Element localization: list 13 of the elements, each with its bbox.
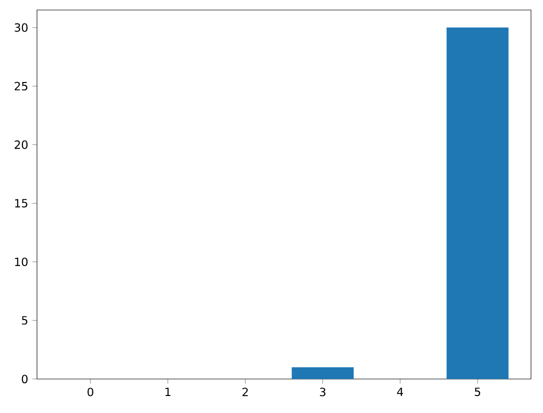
y-tick-label: 0: [22, 374, 28, 384]
y-tick-label: 5: [22, 316, 28, 325]
y-tick-label: 10: [15, 258, 28, 266]
y-tick-label: 15: [15, 199, 28, 208]
x-tick-label: 1: [166, 388, 170, 396]
y-tick-label: 25: [14, 82, 28, 90]
x-tick-label: 4: [397, 388, 404, 396]
x-tick-label: 5: [474, 388, 480, 396]
x-tick-label: 0: [88, 388, 94, 396]
x-tick-label: 2: [242, 388, 248, 396]
x-tick-label: 3: [320, 388, 326, 396]
y-tick-label: 30: [14, 23, 28, 32]
y-tick-label: 20: [14, 140, 28, 149]
